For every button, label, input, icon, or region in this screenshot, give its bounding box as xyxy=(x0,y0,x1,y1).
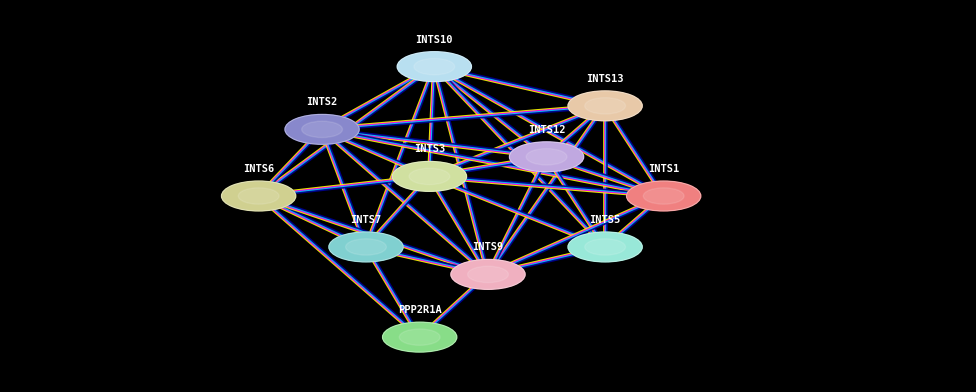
Text: INTS13: INTS13 xyxy=(587,74,624,84)
Circle shape xyxy=(585,98,626,114)
Text: INTS5: INTS5 xyxy=(590,215,621,225)
Circle shape xyxy=(509,142,584,172)
Circle shape xyxy=(585,239,626,255)
Circle shape xyxy=(451,260,525,289)
Text: INTS1: INTS1 xyxy=(648,164,679,174)
Circle shape xyxy=(399,329,440,345)
Circle shape xyxy=(468,266,508,283)
Circle shape xyxy=(568,232,642,262)
Circle shape xyxy=(627,181,701,211)
Circle shape xyxy=(392,162,467,191)
Text: INTS10: INTS10 xyxy=(416,34,453,45)
Circle shape xyxy=(414,58,455,75)
Text: INTS7: INTS7 xyxy=(350,215,382,225)
Circle shape xyxy=(329,232,403,262)
Circle shape xyxy=(568,91,642,121)
Text: INTS6: INTS6 xyxy=(243,164,274,174)
Circle shape xyxy=(302,121,343,138)
Circle shape xyxy=(346,239,386,255)
Text: PPP2R1A: PPP2R1A xyxy=(398,305,441,315)
Text: INTS3: INTS3 xyxy=(414,144,445,154)
Circle shape xyxy=(238,188,279,204)
Circle shape xyxy=(397,52,471,82)
Text: INTS2: INTS2 xyxy=(306,97,338,107)
Circle shape xyxy=(526,149,567,165)
Circle shape xyxy=(222,181,296,211)
Circle shape xyxy=(643,188,684,204)
Circle shape xyxy=(383,322,457,352)
Text: INTS12: INTS12 xyxy=(528,125,565,135)
Circle shape xyxy=(409,168,450,185)
Circle shape xyxy=(285,114,359,144)
Text: INTS9: INTS9 xyxy=(472,242,504,252)
